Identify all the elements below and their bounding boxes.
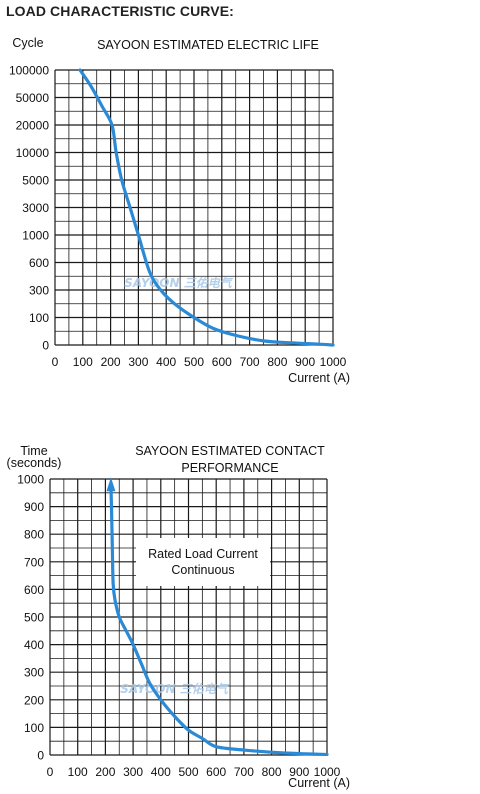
y-tick-label: 400 xyxy=(24,638,44,652)
y-tick-label: 20000 xyxy=(16,119,50,133)
y-tick-label: 500 xyxy=(24,611,44,625)
x-tick-label: 800 xyxy=(267,355,287,369)
page-heading: LOAD CHARACTERISTIC CURVE: xyxy=(6,3,234,19)
x-tick-label: 800 xyxy=(262,765,282,779)
y-tick-label: 100 xyxy=(24,721,44,735)
x-tick-label: 900 xyxy=(289,765,309,779)
x-tick-label: 600 xyxy=(212,355,232,369)
y-tick-label: 300 xyxy=(29,284,49,298)
x-tick-label: 500 xyxy=(178,765,198,779)
x-tick-label: 1000 xyxy=(320,355,347,369)
y-tick-label: 700 xyxy=(24,555,44,569)
x-tick-label: 0 xyxy=(47,765,54,779)
chart-title: SAYOON ESTIMATED CONTACT xyxy=(135,444,325,458)
x-tick-label: 600 xyxy=(206,765,226,779)
watermark-logo: SAYOON 三佑电气 xyxy=(120,682,229,696)
y-axis-label: Time xyxy=(20,444,47,458)
y-tick-label: 300 xyxy=(24,666,44,680)
x-tick-label: 200 xyxy=(101,355,121,369)
y-tick-label: 1000 xyxy=(17,473,44,487)
y-tick-label: 10000 xyxy=(16,146,50,160)
x-tick-label: 200 xyxy=(95,765,115,779)
y-tick-label: 100 xyxy=(29,311,49,325)
y-tick-label: 900 xyxy=(24,500,44,514)
y-tick-label: 0 xyxy=(37,749,44,763)
y-tick-label: 0 xyxy=(42,339,49,353)
annotation-text: Rated Load Current xyxy=(148,547,258,561)
chart-title-line2: PERFORMANCE xyxy=(181,461,278,475)
y-axis-label: Cycle xyxy=(12,36,43,50)
x-tick-label: 100 xyxy=(68,765,88,779)
series-line xyxy=(78,68,335,347)
annotation-box xyxy=(136,538,270,586)
y-tick-label: 100000 xyxy=(9,64,49,78)
x-tick-label: 400 xyxy=(151,765,171,779)
y-tick-label: 50000 xyxy=(16,91,50,105)
y-tick-label: 3000 xyxy=(22,201,49,215)
y-tick-label: 600 xyxy=(29,256,49,270)
x-tick-label: 900 xyxy=(295,355,315,369)
x-tick-label: 700 xyxy=(234,765,254,779)
x-tick-label: 0 xyxy=(52,355,59,369)
y-axis-label: (seconds) xyxy=(7,456,62,470)
x-tick-label: 400 xyxy=(156,355,176,369)
y-tick-label: 1000 xyxy=(22,229,49,243)
x-tick-label: 300 xyxy=(123,765,143,779)
x-tick-label: 100 xyxy=(73,355,93,369)
watermark-logo: SAYOON 三佑电气 xyxy=(124,276,233,290)
x-tick-label: 700 xyxy=(240,355,260,369)
x-tick-label: 1000 xyxy=(314,765,341,779)
y-tick-label: 600 xyxy=(24,583,44,597)
x-tick-label: 500 xyxy=(184,355,204,369)
x-axis-label: Current (A) xyxy=(288,776,350,790)
y-tick-label: 800 xyxy=(24,528,44,542)
chart-title: SAYOON ESTIMATED ELECTRIC LIFE xyxy=(97,38,319,52)
arrow-head xyxy=(106,477,116,492)
y-tick-label: 5000 xyxy=(22,174,49,188)
x-tick-label: 300 xyxy=(128,355,148,369)
annotation-text: Continuous xyxy=(171,563,234,577)
x-axis-label: Current (A) xyxy=(288,371,350,385)
y-tick-label: 200 xyxy=(24,693,44,707)
series-line xyxy=(109,485,329,757)
